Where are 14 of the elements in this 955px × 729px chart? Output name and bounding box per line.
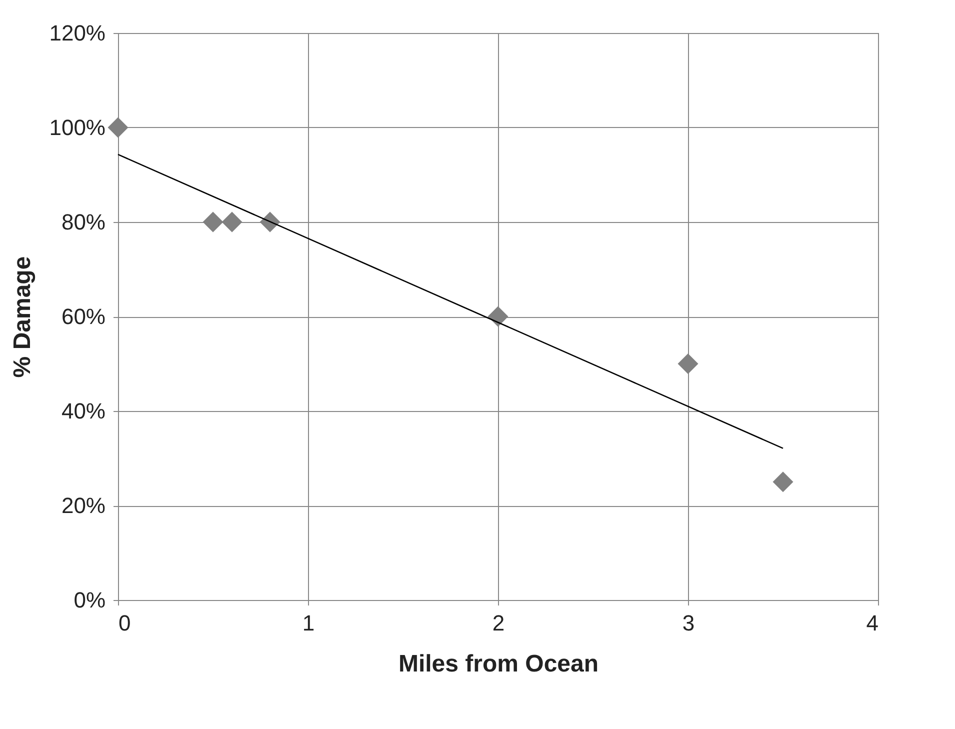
x-tick-label: 1 bbox=[302, 610, 315, 636]
y-tick-label: 100% bbox=[49, 115, 106, 140]
y-tick-label: 60% bbox=[61, 304, 106, 329]
x-axis-title: Miles from Ocean bbox=[398, 650, 599, 678]
y-tick-label: 40% bbox=[61, 398, 106, 424]
y-tick-label: 0% bbox=[74, 588, 106, 612]
y-tick-label: 120% bbox=[49, 20, 106, 46]
x-tick-label: 2 bbox=[492, 610, 505, 636]
y-tick-label: 20% bbox=[61, 493, 106, 518]
y-tick-label: 80% bbox=[61, 210, 106, 234]
x-tick-label: 4 bbox=[866, 610, 878, 636]
x-tick-label: 0 bbox=[118, 610, 131, 636]
x-tick-label: 3 bbox=[682, 610, 695, 636]
y-axis-title: % Damage bbox=[9, 256, 36, 378]
